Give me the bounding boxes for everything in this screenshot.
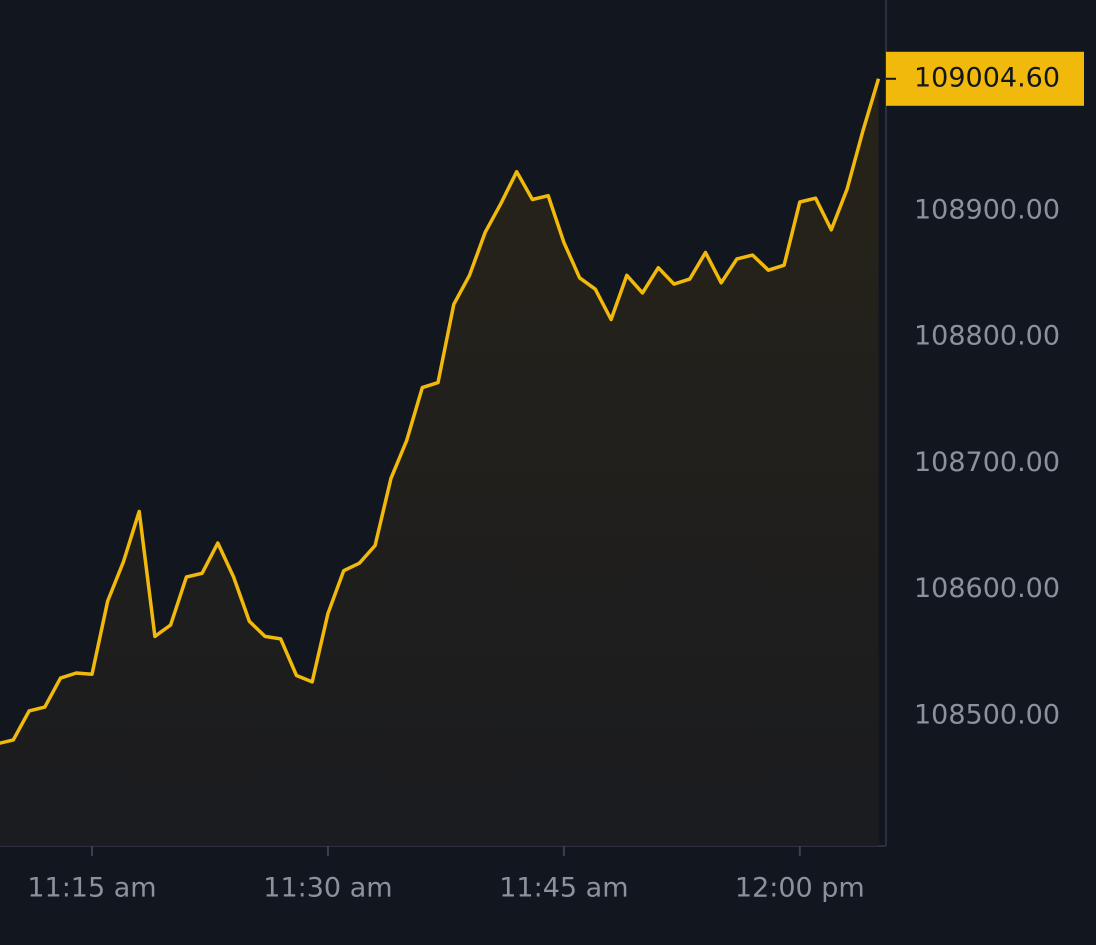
x-tick-label: 11:30 am xyxy=(263,873,392,904)
x-tick-label: 11:15 am xyxy=(27,873,156,904)
x-tick-label: 12:00 pm xyxy=(735,873,865,904)
x-tick-label: 11:45 am xyxy=(499,873,628,904)
y-tick-label: 108500.00 xyxy=(914,699,1060,730)
y-tick-label: 108700.00 xyxy=(914,447,1060,478)
price-tag-label: 109004.60 xyxy=(914,62,1060,93)
price-line xyxy=(0,78,881,745)
area xyxy=(0,78,879,846)
y-tick-label: 108900.00 xyxy=(914,194,1060,225)
price-tag xyxy=(886,51,1084,106)
y-tick-label: 108600.00 xyxy=(914,573,1060,604)
y-tick-label: 108800.00 xyxy=(914,321,1060,352)
